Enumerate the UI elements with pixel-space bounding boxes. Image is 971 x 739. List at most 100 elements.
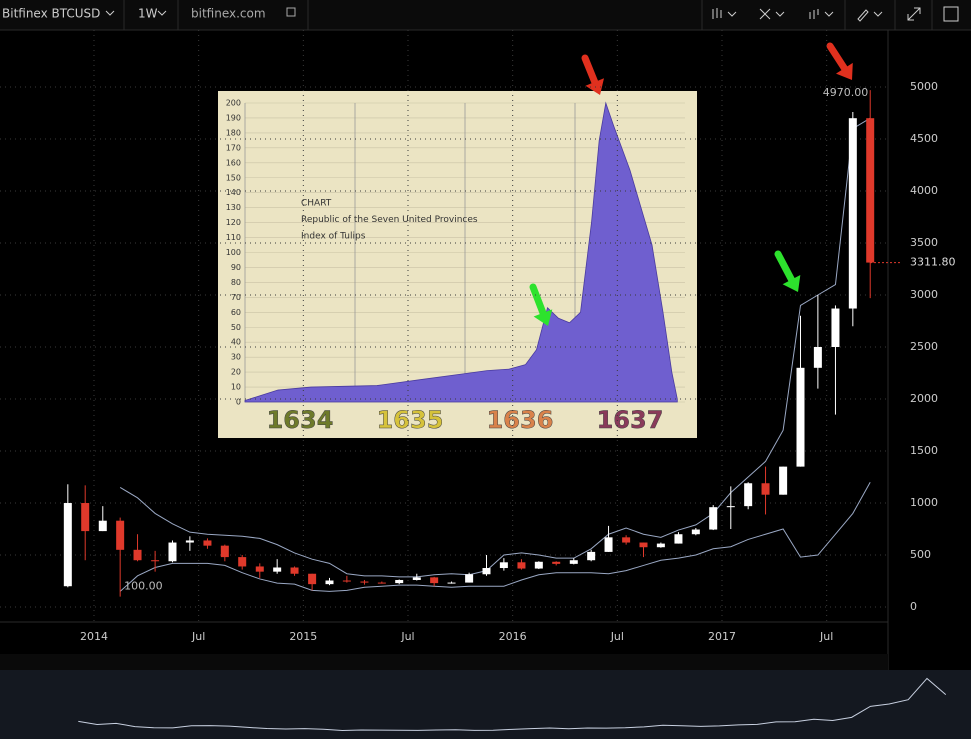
candle-body xyxy=(168,542,177,562)
x-tick-label: 2016 xyxy=(499,630,527,643)
indicators-button[interactable] xyxy=(809,9,834,19)
y-tick-label: 4000 xyxy=(910,184,938,197)
y-tick-label: 80 xyxy=(231,278,241,287)
y-tick-label: 100 xyxy=(226,248,241,257)
arrow-shaft xyxy=(826,42,851,76)
candle-body xyxy=(482,568,491,575)
candle-body xyxy=(726,506,735,508)
candle-body xyxy=(813,347,822,368)
bars-button[interactable] xyxy=(712,8,737,19)
x-tick-label: 2014 xyxy=(80,630,108,643)
chevron xyxy=(105,10,115,16)
y-tick-label: 130 xyxy=(226,203,241,212)
inset-title: Republic of the Seven United Provinces xyxy=(301,215,478,225)
candle-body xyxy=(255,566,264,572)
y-tick-label: 170 xyxy=(226,143,241,152)
candle-body xyxy=(430,577,439,584)
y-tick-label: 10 xyxy=(231,383,241,392)
site: bitfinex.com xyxy=(191,7,266,21)
low-annotation: 100.00 xyxy=(124,580,163,593)
symbol-button[interactable]: Bitfinex BTCUSD xyxy=(2,7,115,21)
candle-body xyxy=(517,562,526,569)
candle-body xyxy=(325,580,334,585)
candle-body xyxy=(203,540,212,546)
x-tick-label: Jul xyxy=(819,630,833,643)
last-price-label: 3311.80 xyxy=(910,256,956,269)
candle-body xyxy=(238,557,247,567)
candle-body xyxy=(866,118,875,263)
category-label: 1636 xyxy=(487,406,554,434)
chevron xyxy=(157,10,167,16)
category-label: 1637 xyxy=(597,406,664,434)
fullscreen-button[interactable] xyxy=(907,7,921,21)
candle-body xyxy=(220,545,229,558)
category-label: 1635 xyxy=(377,406,444,434)
candle-body xyxy=(761,483,770,495)
candle-body xyxy=(831,308,840,348)
candle-body xyxy=(395,579,404,584)
y-tick-label: 1500 xyxy=(910,444,938,457)
arrows xyxy=(529,42,853,326)
snapshot-button[interactable] xyxy=(943,6,959,22)
candle-body xyxy=(604,537,613,552)
y-tick-label: 160 xyxy=(226,158,241,167)
y-tick-label: 150 xyxy=(226,173,241,182)
draw-button[interactable] xyxy=(759,8,785,20)
candle-body xyxy=(639,542,648,548)
y-tick-label: 1000 xyxy=(910,496,938,509)
candle-body xyxy=(465,574,474,583)
candle-body xyxy=(273,567,282,572)
y-tick-label: 90 xyxy=(231,263,241,272)
band-line xyxy=(119,117,871,578)
y-tick-label: 4500 xyxy=(910,132,938,145)
y-tick-label: 190 xyxy=(226,113,241,122)
y-tick-label: 60 xyxy=(231,308,241,317)
y-tick-label: 40 xyxy=(231,338,241,347)
arrow-head xyxy=(782,274,801,292)
arrow-shaft xyxy=(774,250,797,287)
arrow-head xyxy=(835,62,853,80)
external-icon xyxy=(286,7,296,17)
candle-body xyxy=(412,577,421,580)
candle-body xyxy=(447,582,456,584)
candle-body xyxy=(674,534,683,544)
y-tick-label: 70 xyxy=(231,293,241,302)
x-tick-label: Jul xyxy=(191,630,205,643)
arrow-head xyxy=(533,309,553,326)
navigator[interactable] xyxy=(0,670,971,739)
category-label: 1634 xyxy=(267,406,334,434)
candle-body xyxy=(569,560,578,564)
y-tick-label: 2000 xyxy=(910,392,938,405)
candle-body xyxy=(342,580,351,582)
y-tick-label: 5000 xyxy=(910,80,938,93)
interval-button[interactable]: 1W xyxy=(138,7,167,21)
y-tick-label: 140 xyxy=(226,188,241,197)
inset-image: 0 10 20 30 40 50 60 70 80 90 100 110 120 130 140 150 160… xyxy=(218,91,697,438)
interval: 1W xyxy=(138,7,158,21)
candle-body xyxy=(622,537,631,543)
candle-body xyxy=(98,520,107,532)
candle-body xyxy=(308,573,317,585)
candle-body xyxy=(691,529,700,535)
candle-body xyxy=(151,560,160,562)
y-tick-label: 120 xyxy=(226,218,241,227)
candle-body xyxy=(81,503,90,532)
y-tick-label: 30 xyxy=(231,353,241,362)
pen-button[interactable] xyxy=(857,9,883,22)
site-link[interactable]: bitfinex.com xyxy=(191,7,296,21)
area xyxy=(244,101,678,403)
tool-buttons xyxy=(701,0,959,30)
y-tick-label: 3000 xyxy=(910,288,938,301)
candle-body xyxy=(779,466,788,495)
x-tick-label: Jul xyxy=(400,630,414,643)
candle-body xyxy=(116,520,125,550)
candle-body xyxy=(185,540,194,543)
y-tick-label: 200 xyxy=(226,99,241,108)
candle-body xyxy=(534,561,543,569)
candle-body xyxy=(796,367,805,467)
navigator-line xyxy=(78,677,947,731)
candle-body xyxy=(744,483,753,507)
candle-body xyxy=(63,503,72,587)
